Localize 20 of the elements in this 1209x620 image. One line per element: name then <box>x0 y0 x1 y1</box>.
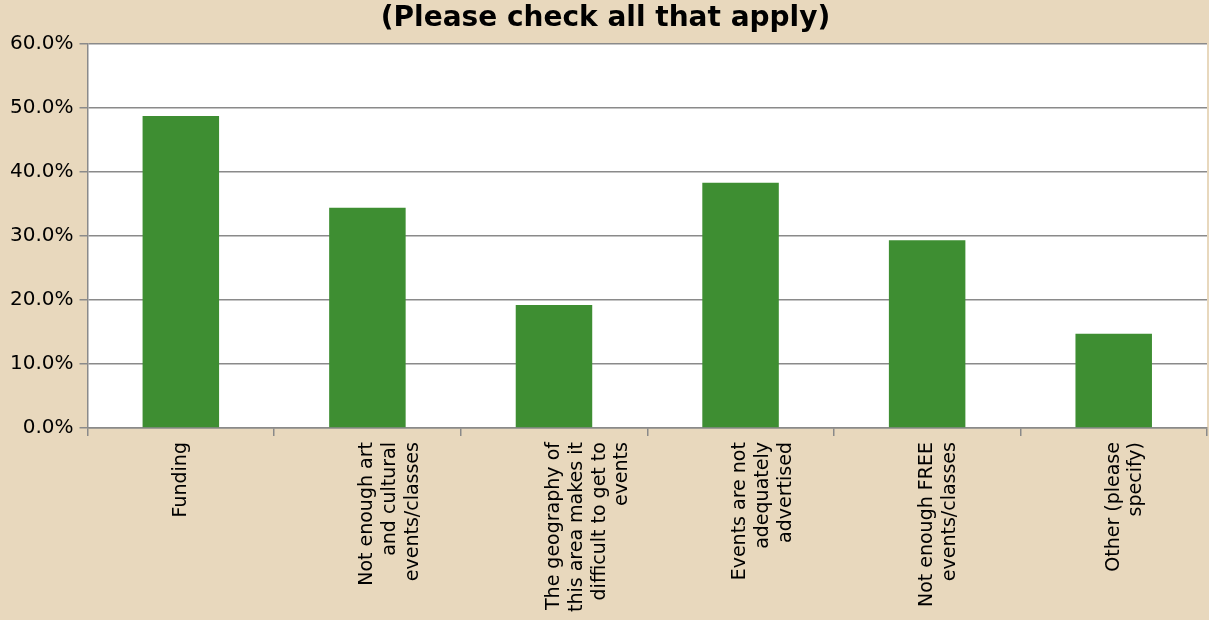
bar <box>888 240 966 428</box>
bar <box>329 207 406 428</box>
chart-title: (Please check all that apply) <box>380 0 831 34</box>
x-tick-label: Other (please specify) <box>1100 442 1146 572</box>
x-tick-label: Not enough FREE events/classes <box>914 442 959 608</box>
bar <box>702 182 779 428</box>
y-tick-label: 60.0% <box>9 29 74 54</box>
y-tick-label: 50.0% <box>9 93 74 118</box>
x-tick-label: The geography of this area makes it difficult to get to events <box>540 440 632 612</box>
bar <box>1075 333 1152 428</box>
y-tick-label: 20.0% <box>9 286 74 311</box>
x-tick-label: Not enough art and cultural events/classes <box>354 442 422 586</box>
y-tick-label: 10.0% <box>9 350 74 375</box>
x-tick-label: Funding <box>167 442 190 518</box>
x-tick-label: Events are not adequately advertised <box>727 442 796 581</box>
y-tick-label: 40.0% <box>9 157 74 182</box>
bar <box>142 116 220 428</box>
y-tick-label: 0.0% <box>22 414 74 439</box>
bar <box>515 305 593 428</box>
y-tick-label: 30.0% <box>9 222 74 247</box>
